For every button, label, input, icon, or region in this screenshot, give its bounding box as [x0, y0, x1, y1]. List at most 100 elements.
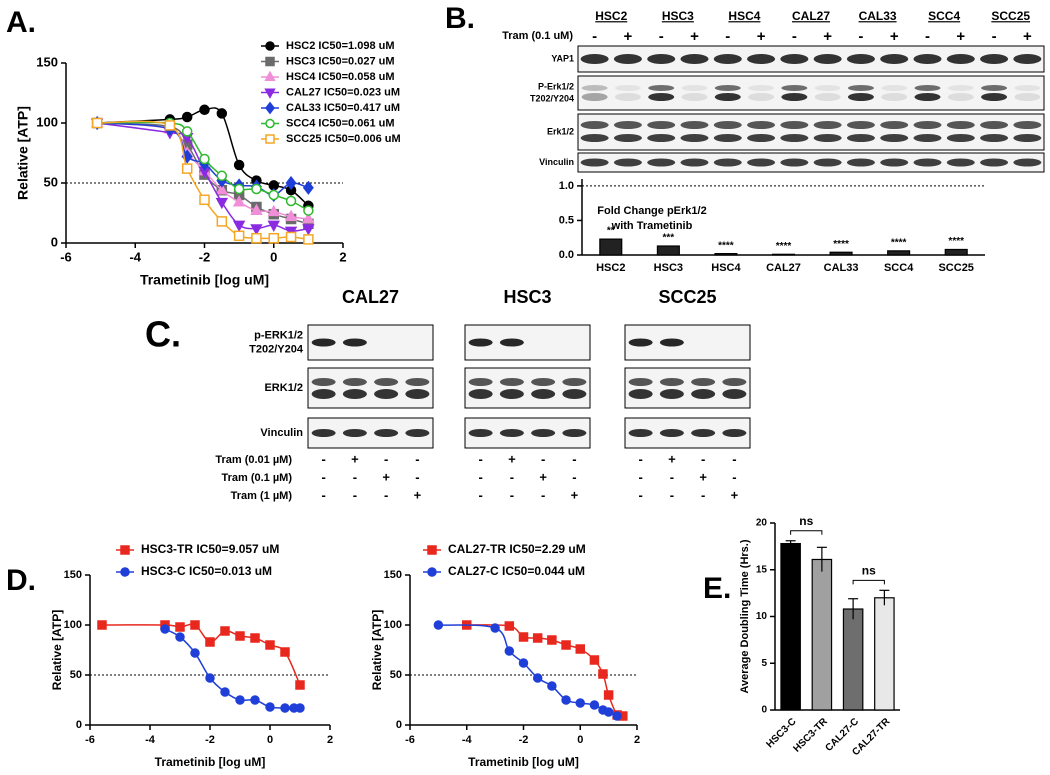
- lane-sign: +: [414, 487, 422, 502]
- blot-band: [580, 158, 609, 167]
- x-tick-label: -2: [205, 734, 215, 746]
- blot-band: [374, 389, 399, 399]
- point: [295, 680, 305, 690]
- y-tick-label: 0: [76, 719, 82, 731]
- group-label: SCC25: [658, 287, 716, 307]
- blot-band: [691, 429, 716, 437]
- lane-sign: -: [572, 451, 576, 466]
- blot-band: [562, 429, 587, 437]
- blot-band: [980, 121, 1009, 129]
- x-tick-label: HSC4: [711, 262, 741, 274]
- fit-line: [97, 122, 309, 225]
- point: [91, 117, 103, 129]
- point: [250, 203, 263, 215]
- blot-band: [947, 93, 974, 101]
- blot-band: [713, 134, 742, 142]
- lane-sign: -: [638, 487, 642, 502]
- blot-band: [405, 429, 430, 437]
- blot-band: [946, 134, 975, 142]
- blot-band: [613, 121, 642, 129]
- blot-band: [747, 121, 776, 129]
- blot-band: [468, 429, 493, 437]
- blot-band: [980, 54, 1009, 64]
- fit-line: [97, 121, 309, 212]
- point: [598, 669, 608, 679]
- blot-band: [647, 134, 676, 142]
- blot-band: [680, 158, 709, 167]
- panel-label: D.: [6, 564, 36, 597]
- blot-band: [1013, 54, 1042, 64]
- x-tick-label: HSC2: [596, 262, 625, 274]
- lane-sign: -: [732, 469, 736, 484]
- blot-band: [628, 378, 653, 386]
- blot-band: [813, 134, 842, 142]
- x-tick-label: -6: [405, 734, 415, 746]
- blot-row-label: T202/Y204: [530, 93, 574, 103]
- legend-label: CAL27-C IC50=0.044 uM: [448, 564, 585, 578]
- blot-row-label: T202/Y204: [249, 343, 304, 355]
- bar: [656, 245, 680, 256]
- blot-band: [780, 134, 809, 142]
- blot-band: [342, 378, 367, 386]
- fit-line: [101, 623, 301, 686]
- significance: ****: [948, 236, 964, 247]
- blot-band: [614, 93, 641, 101]
- point: [233, 183, 245, 195]
- blot-band: [881, 93, 908, 101]
- lane-sign: -: [992, 28, 997, 45]
- point: [518, 632, 529, 642]
- lane-sign: -: [572, 469, 576, 484]
- point: [181, 126, 193, 137]
- point: [612, 711, 622, 721]
- blot-band: [722, 429, 747, 437]
- blot-band: [981, 85, 1008, 91]
- blot-band: [499, 429, 524, 437]
- point: [265, 640, 275, 650]
- significance: **: [607, 226, 615, 237]
- legend-label: HSC3 IC50=0.027 uM: [286, 55, 395, 67]
- group-label: CAL27: [342, 287, 399, 307]
- blot-band: [748, 93, 775, 101]
- comparison-bracket: [790, 530, 823, 535]
- lane-sign: -: [732, 451, 736, 466]
- x-axis-label: Trametinib [log uM]: [155, 755, 266, 769]
- lane-sign: -: [478, 469, 482, 484]
- lane-sign: -: [659, 28, 664, 45]
- blot-band: [846, 54, 875, 64]
- point: [518, 658, 529, 668]
- blot-band: [780, 54, 809, 64]
- group-label: HSC3: [503, 287, 551, 307]
- x-tick-label: -2: [519, 734, 529, 746]
- point: [603, 707, 614, 717]
- blot-band: [647, 54, 676, 64]
- lane-sign: +: [382, 469, 390, 484]
- blot-band: [342, 429, 367, 437]
- legend-marker: [120, 545, 130, 555]
- point: [190, 620, 200, 630]
- blot-band: [613, 134, 642, 142]
- legend-marker: [427, 545, 437, 555]
- blot-band: [647, 158, 676, 167]
- point: [285, 175, 297, 191]
- point: [302, 212, 315, 224]
- lane-sign: -: [415, 451, 419, 466]
- blot-band: [580, 54, 609, 64]
- legend-label: HSC2 IC50=1.098 uM: [286, 40, 395, 52]
- bar: [874, 597, 895, 711]
- blot-band: [628, 429, 653, 437]
- blot-band: [580, 121, 609, 129]
- x-axis-label: Trametinib [log uM]: [468, 755, 579, 769]
- point: [181, 163, 193, 174]
- point: [216, 170, 228, 182]
- point: [433, 620, 444, 630]
- y-axis-label: Average Doubling Time (Hrs.): [739, 539, 751, 693]
- blot-band: [747, 158, 776, 167]
- blot-band: [713, 54, 742, 64]
- blot-band: [1014, 85, 1041, 91]
- lane-sign: -: [415, 469, 419, 484]
- blot-band: [374, 378, 399, 386]
- blot-band: [680, 54, 709, 64]
- point: [532, 673, 543, 683]
- legend-marker: [265, 56, 275, 67]
- lane-sign: +: [539, 469, 547, 484]
